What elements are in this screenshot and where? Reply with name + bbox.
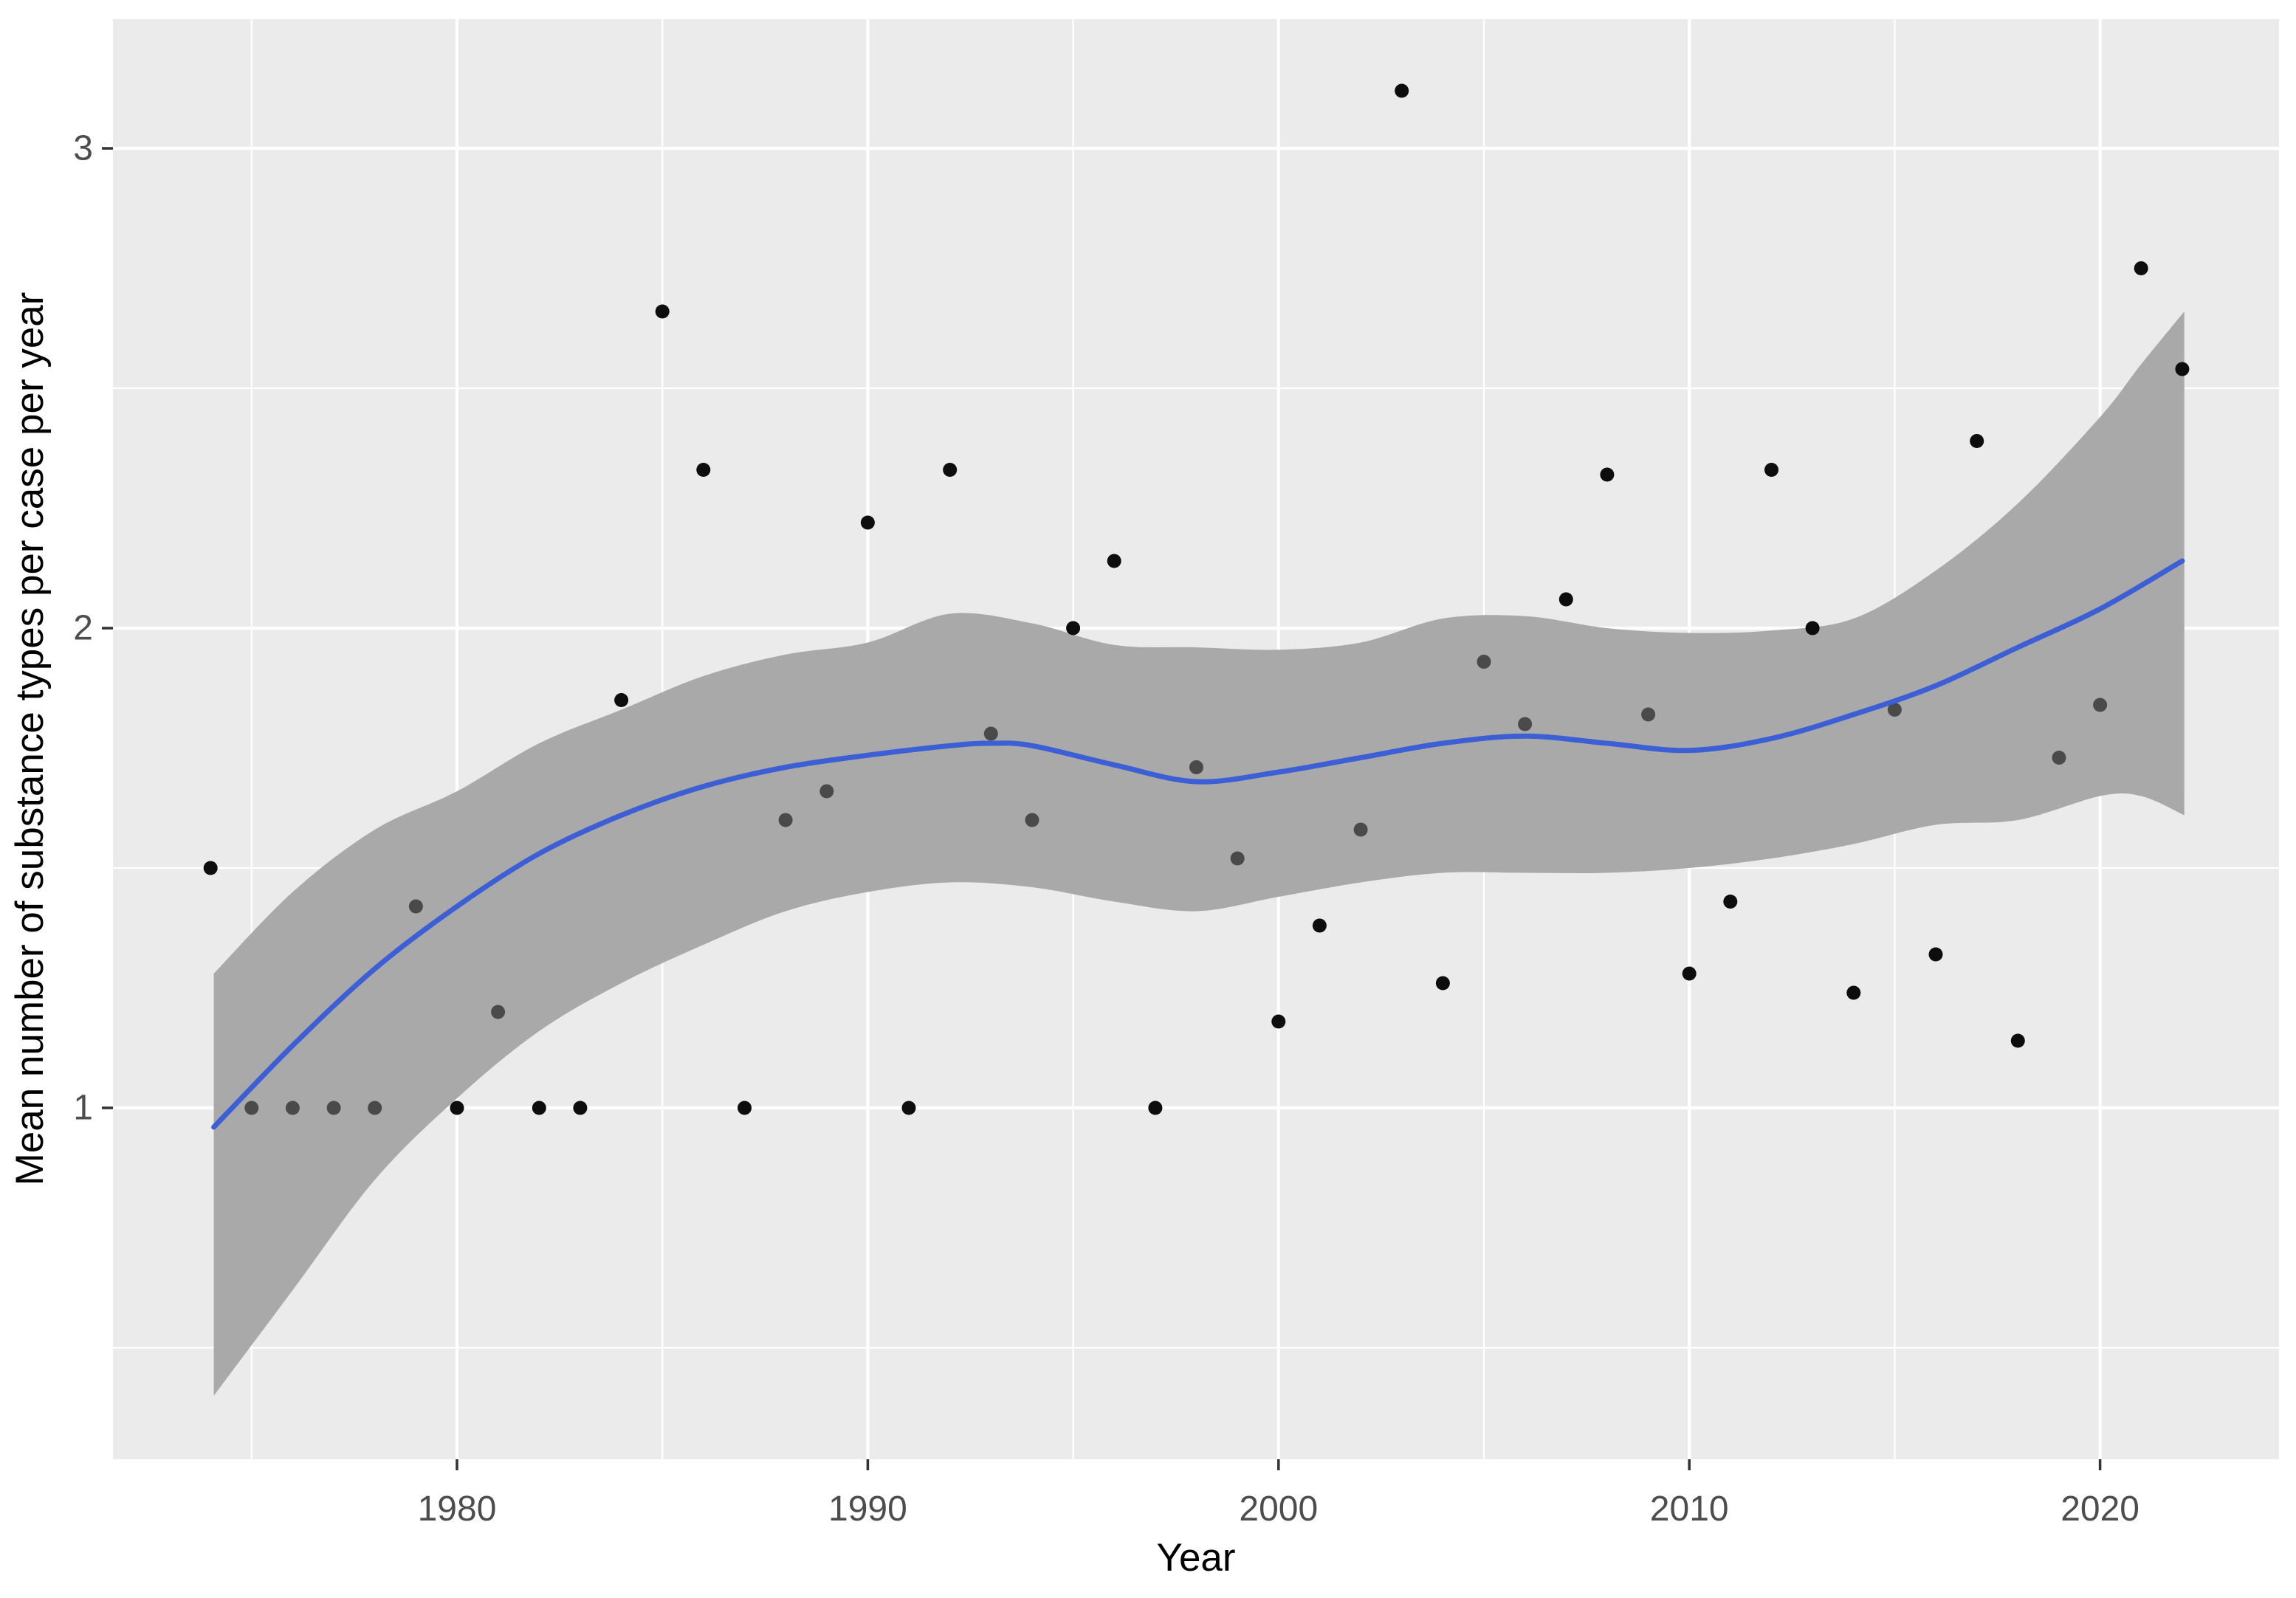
x-axis-tick-labels: 1980 1990 2000 2010 2020: [418, 1489, 2139, 1529]
data-point: [1353, 822, 1368, 837]
y-tick-label: 3: [73, 129, 93, 168]
data-point: [244, 1101, 259, 1115]
data-point: [778, 813, 793, 827]
data-point: [1148, 1101, 1163, 1115]
data-point: [1230, 851, 1245, 866]
x-tick-label: 1990: [828, 1489, 907, 1529]
data-point: [819, 784, 834, 799]
data-point: [285, 1101, 300, 1115]
data-point: [1928, 947, 1943, 962]
data-point: [696, 463, 711, 477]
data-point: [1271, 1014, 1286, 1029]
data-point: [1107, 554, 1121, 568]
data-point: [1189, 760, 1203, 774]
data-point: [2093, 698, 2108, 712]
data-point: [491, 1005, 506, 1019]
data-points: [203, 83, 2190, 1115]
data-points-under-ribbon: [244, 655, 2108, 1115]
data-point: [1600, 467, 1615, 482]
y-tick-label: 2: [73, 609, 93, 648]
x-tick-label: 2020: [2060, 1489, 2139, 1529]
data-point: [1764, 463, 1778, 477]
x-tick-label: 2000: [1239, 1489, 1318, 1529]
data-point: [614, 693, 629, 707]
data-point: [1395, 83, 1409, 98]
data-point: [1970, 434, 1984, 448]
data-point: [1025, 813, 1039, 827]
data-point: [738, 1101, 752, 1115]
data-point: [943, 463, 958, 477]
data-point: [2010, 1033, 2025, 1048]
data-point: [901, 1101, 916, 1115]
x-axis-title: Year: [1156, 1536, 1235, 1580]
data-point: [2052, 751, 2066, 765]
x-tick-label: 1980: [418, 1489, 497, 1529]
data-point: [532, 1101, 546, 1115]
data-point: [450, 1101, 464, 1115]
data-point: [983, 726, 998, 741]
data-point: [1435, 976, 1450, 991]
data-point: [1641, 707, 1656, 722]
data-point: [2134, 261, 2148, 275]
data-point: [655, 304, 670, 319]
data-point: [203, 861, 218, 875]
data-point: [408, 899, 423, 914]
loess-smooth-line: [211, 558, 2185, 1130]
y-axis-title: Mean number of substance types per case …: [8, 292, 52, 1186]
data-point: [1477, 655, 1491, 669]
confidence-ribbon: [213, 311, 2185, 1396]
y-axis-tick-labels: 1 2 3: [73, 129, 93, 1128]
data-point: [860, 515, 875, 530]
y-tick-label: 1: [73, 1089, 93, 1128]
data-point: [1518, 717, 1533, 731]
data-point: [573, 1101, 588, 1115]
data-point: [1805, 621, 1820, 636]
data-point: [1312, 918, 1327, 933]
axis-tick-marks: [102, 147, 2102, 1470]
data-point: [1682, 966, 1697, 981]
data-point: [368, 1101, 382, 1115]
data-point: [1723, 895, 1738, 909]
x-tick-label: 2010: [1650, 1489, 1729, 1529]
data-point: [1846, 985, 1861, 1000]
data-point: [326, 1101, 341, 1115]
data-point: [1558, 592, 1573, 607]
data-point: [1066, 621, 1081, 636]
data-point: [2175, 362, 2190, 376]
data-point: [1887, 703, 1902, 717]
